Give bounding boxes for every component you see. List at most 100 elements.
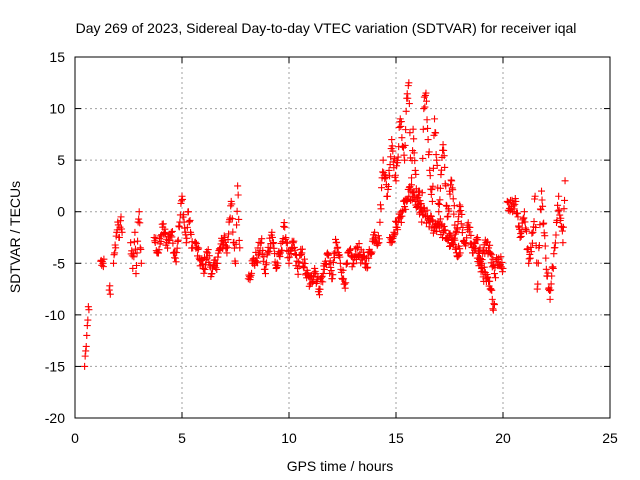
data-point-fill [213,266,221,274]
data-point-fill [223,244,231,252]
data-point-fill [497,253,505,261]
data-point-fill [274,262,282,270]
data-point-fill [277,239,285,247]
data-point-fill [258,235,266,243]
data-point-fill [342,279,350,287]
data-point-fill [537,206,545,214]
grid [75,57,610,418]
data-points [81,79,569,370]
x-tick-label: 5 [178,430,186,446]
data-point-fill [398,134,406,142]
data-point-fill [427,212,435,220]
data-point [428,197,436,205]
data-point-fill [135,215,143,223]
data-point [514,213,522,221]
data-point-fill [423,116,431,124]
y-tick-label: 0 [57,204,65,220]
data-point-fill [538,196,546,204]
data-point [236,244,244,252]
data-point-fill [191,238,199,246]
data-point [422,89,430,97]
data-point-fill [136,219,144,227]
data-point [559,239,567,247]
x-tick-label: 10 [281,430,297,446]
data-point-fill [298,245,306,253]
data-point [83,331,91,339]
data-point-fill [429,182,437,190]
data-point-fill [404,94,412,102]
data-point [100,255,108,263]
data-point [81,362,89,370]
data-point [135,208,143,216]
data-point-fill [228,215,236,223]
data-point-fill [488,286,496,294]
data-point-fill [152,234,160,242]
data-point-fill [458,210,466,218]
data-point-fill [283,239,291,247]
data-point-fill [534,280,542,288]
data-point-fill [397,118,405,126]
data-point-fill [402,107,410,115]
data-point-fill [446,190,454,198]
data-point [117,213,125,221]
data-point [232,259,239,267]
data-point-fill [520,214,528,222]
y-tick-label: -5 [53,255,66,271]
data-point-fill [466,223,474,231]
data-point [418,218,426,226]
data-point-fill [339,266,347,274]
data-point [431,115,439,123]
data-point [131,228,139,236]
data-point-fill [457,220,465,228]
data-point-fill [410,149,418,157]
data-point-fill [219,245,227,253]
data-point-fill [183,234,191,242]
data-point-fill [450,210,458,218]
data-point-fill [521,218,529,226]
data-point-fill [325,251,333,259]
data-point-fill [549,264,557,272]
data-point-fill [441,163,449,171]
data-point-fill [173,244,181,252]
data-point-fill [115,233,123,241]
data-point-fill [234,191,242,199]
data-point-fill [326,257,334,265]
data-point-fill [541,242,549,250]
x-axis-label: GPS time / hours [287,458,394,474]
data-point-fill [394,226,402,234]
x-axis: 0 5 10 15 20 25 [71,57,618,446]
data-point-fill [508,196,516,204]
data-point-fill [436,215,444,223]
data-point-fill [375,235,383,243]
data-point [133,249,141,257]
data-point [499,264,507,272]
data-point [555,192,563,200]
data-point-fill [179,195,187,203]
data-point-fill [548,272,556,280]
data-point-fill [459,223,467,231]
data-point-fill [557,214,565,222]
data-point-fill [382,173,390,181]
data-point [448,177,456,185]
data-point-fill [408,181,416,189]
y-axis-label: SDTVAR / TECUs [7,181,23,293]
data-point-fill [420,93,428,101]
data-point-fill [405,100,413,108]
data-point-fill [424,124,432,132]
data-point-fill [552,231,560,239]
data-point-fill [320,265,328,273]
data-point-fill [106,282,114,290]
data-point-fill [416,197,424,205]
data-point-fill [442,182,450,190]
data-point [234,182,242,190]
data-point-fill [168,227,176,235]
data-point-fill [417,200,425,208]
data-point [281,223,289,231]
data-point-fill [329,258,337,266]
data-point-fill [432,129,440,137]
data-point [561,177,569,185]
data-point [110,259,118,267]
data-point-fill [450,202,458,210]
data-point-fill [99,263,107,271]
data-point-fill [233,221,241,229]
